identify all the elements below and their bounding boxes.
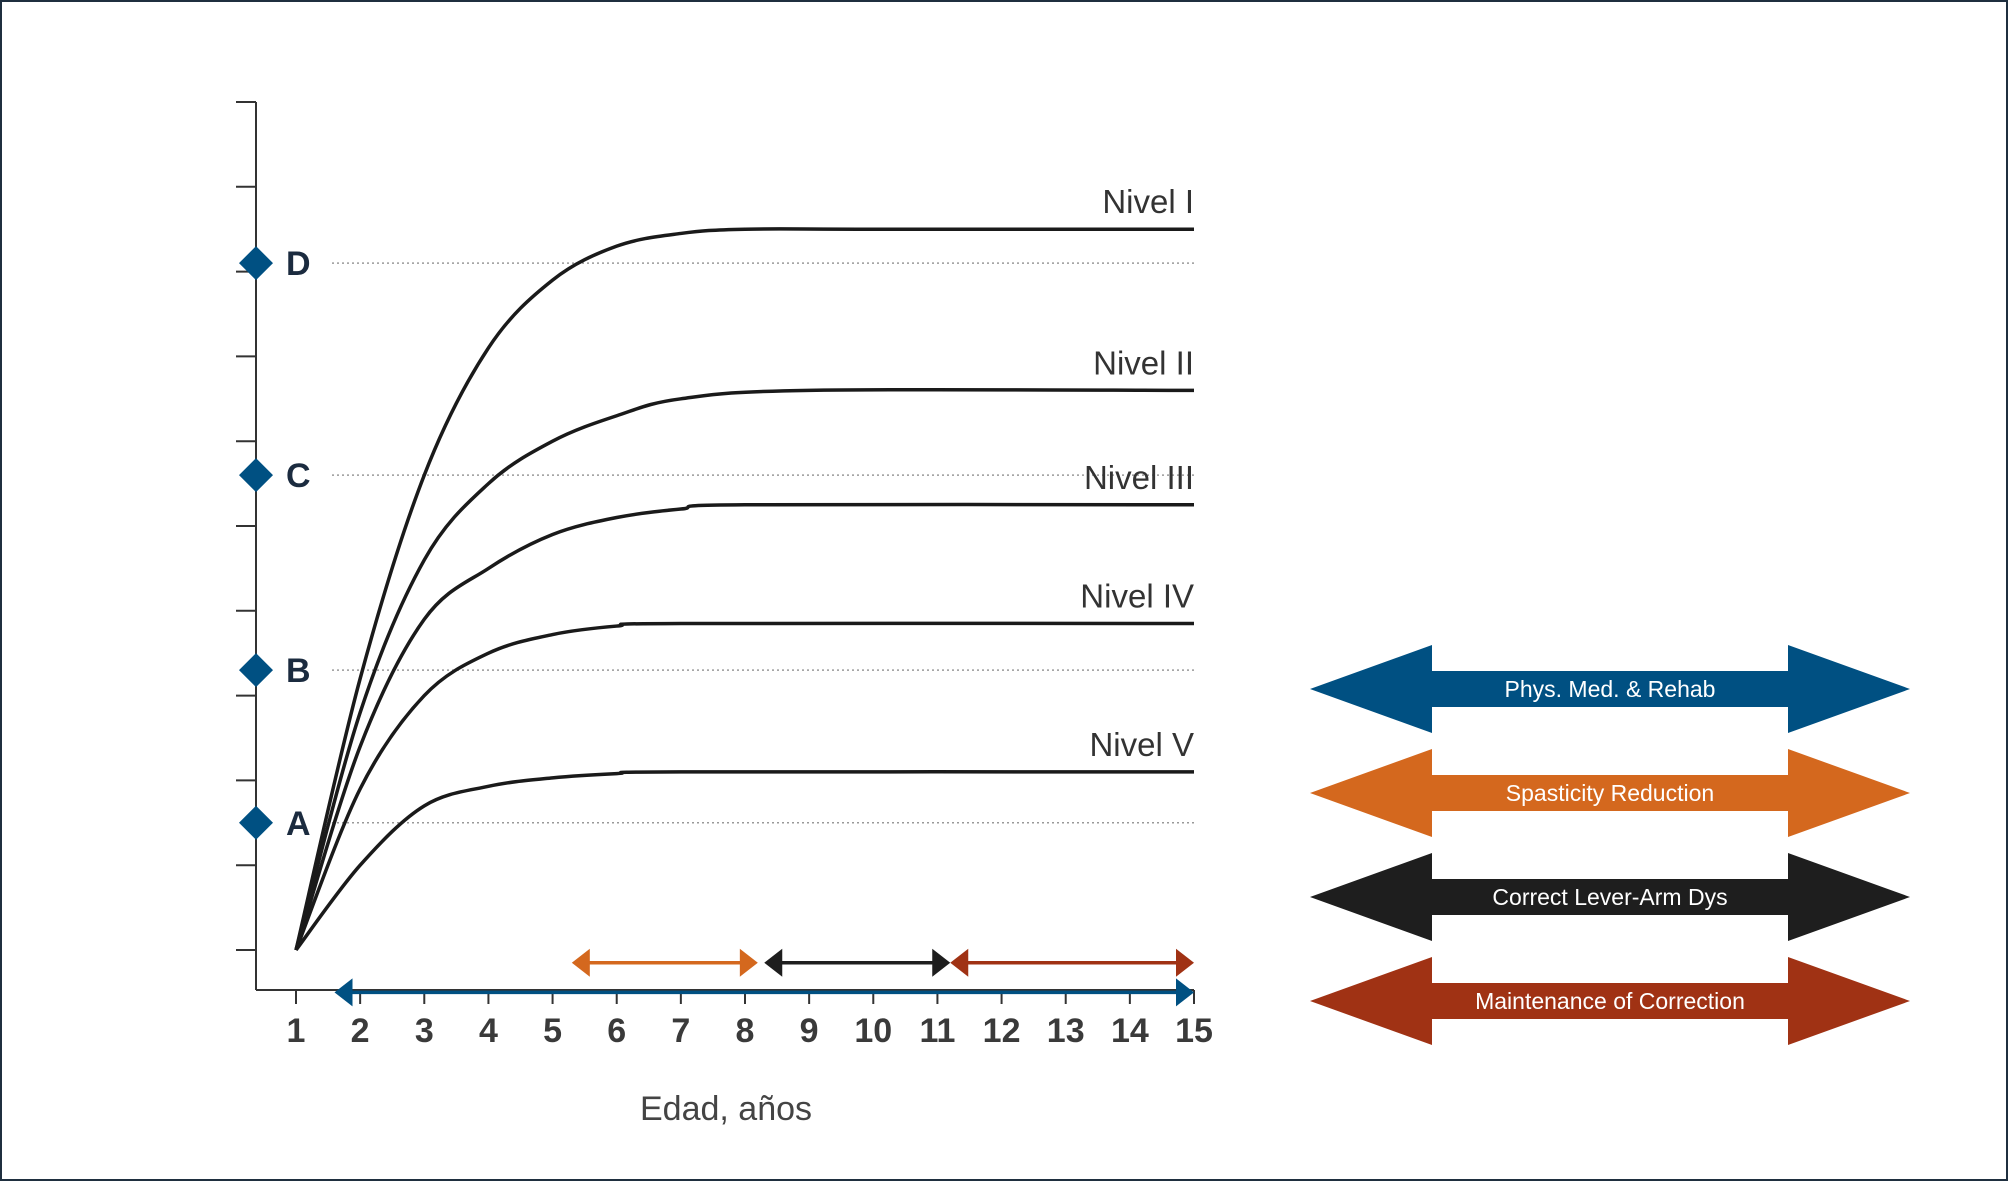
x-tick-label: 5 xyxy=(543,1012,562,1050)
legend-label: Spasticity Reduction xyxy=(1506,780,1714,806)
level-curve xyxy=(294,621,1195,951)
level-label: Nivel V xyxy=(1089,726,1194,763)
y-markers: A B C D xyxy=(239,245,311,843)
x-tick-label: 12 xyxy=(983,1012,1021,1050)
level-curve xyxy=(294,387,1195,951)
x-tick-label: 13 xyxy=(1047,1012,1085,1050)
legend: Phys. Med. & Rehab Spasticity Reduction Co… xyxy=(1310,645,1910,1045)
x-tick-label: 3 xyxy=(415,1012,434,1050)
treatment-range-arrow xyxy=(334,978,1194,1007)
axes xyxy=(236,101,1195,1004)
level-label: Nivel II xyxy=(1093,344,1194,381)
range-head-left xyxy=(950,948,969,977)
x-tick-label: 8 xyxy=(736,1012,755,1050)
diamond-marker xyxy=(239,653,273,688)
marker-label: B xyxy=(286,652,311,690)
range-head-left xyxy=(334,978,353,1007)
treatment-range-arrow xyxy=(571,948,758,977)
level-curves: Nivel I Nivel II Nivel III Nivel IV Nivel V xyxy=(294,183,1195,952)
level-curve xyxy=(294,227,1195,951)
level-label: Nivel IV xyxy=(1080,578,1194,615)
range-head-right xyxy=(1176,978,1194,1007)
legend-arrow xyxy=(1310,645,1910,733)
legend-item: Phys. Med. & Rehab xyxy=(1310,645,1910,733)
diamond-marker xyxy=(239,246,273,281)
x-tick-label: 14 xyxy=(1111,1012,1149,1050)
legend-item: Spasticity Reduction xyxy=(1310,749,1910,837)
marker-label: A xyxy=(286,805,311,843)
x-tick-label: 9 xyxy=(800,1012,819,1050)
diamond-marker xyxy=(239,458,273,493)
x-tick-label: 7 xyxy=(671,1012,690,1050)
x-tick-label: 11 xyxy=(919,1012,955,1050)
legend-arrow xyxy=(1310,749,1910,837)
legend-label: Maintenance of Correction xyxy=(1475,988,1745,1014)
x-tick-labels: 1 2 3 4 5 6 7 8 9 10 11 12 13 14 15 xyxy=(287,1012,1213,1050)
marker-label: C xyxy=(286,457,311,495)
legend-label: Correct Lever-Arm Dys xyxy=(1492,884,1727,910)
x-tick-label: 15 xyxy=(1175,1012,1213,1050)
x-tick-label: 2 xyxy=(351,1012,370,1050)
x-tick-label: 10 xyxy=(854,1012,892,1050)
diamond-marker xyxy=(239,805,273,840)
level-label: Nivel I xyxy=(1102,183,1194,220)
level-label: Nivel III xyxy=(1084,459,1194,496)
legend-arrow xyxy=(1310,957,1910,1045)
range-head-right xyxy=(739,948,758,977)
treatment-range-arrow xyxy=(950,948,1194,977)
legend-item: Correct Lever-Arm Dys xyxy=(1310,853,1910,941)
marker-label: D xyxy=(286,245,311,283)
x-tick-label: 4 xyxy=(479,1012,498,1050)
legend-arrow xyxy=(1310,853,1910,941)
treatment-range-arrows xyxy=(334,948,1194,1007)
legend-item: Maintenance of Correction xyxy=(1310,957,1910,1045)
x-axis-title: Edad, años xyxy=(640,1090,812,1128)
range-head-left xyxy=(764,948,783,977)
range-head-left xyxy=(571,948,590,977)
x-tick-label: 1 xyxy=(287,1012,306,1050)
range-head-right xyxy=(932,948,951,977)
x-tick-label: 6 xyxy=(607,1012,626,1050)
treatment-range-arrow xyxy=(764,948,951,977)
legend-label: Phys. Med. & Rehab xyxy=(1505,676,1716,702)
level-curve xyxy=(294,770,1195,952)
range-head-right xyxy=(1176,948,1194,977)
marker-gridlines xyxy=(332,262,1194,824)
level-curve xyxy=(294,502,1195,951)
